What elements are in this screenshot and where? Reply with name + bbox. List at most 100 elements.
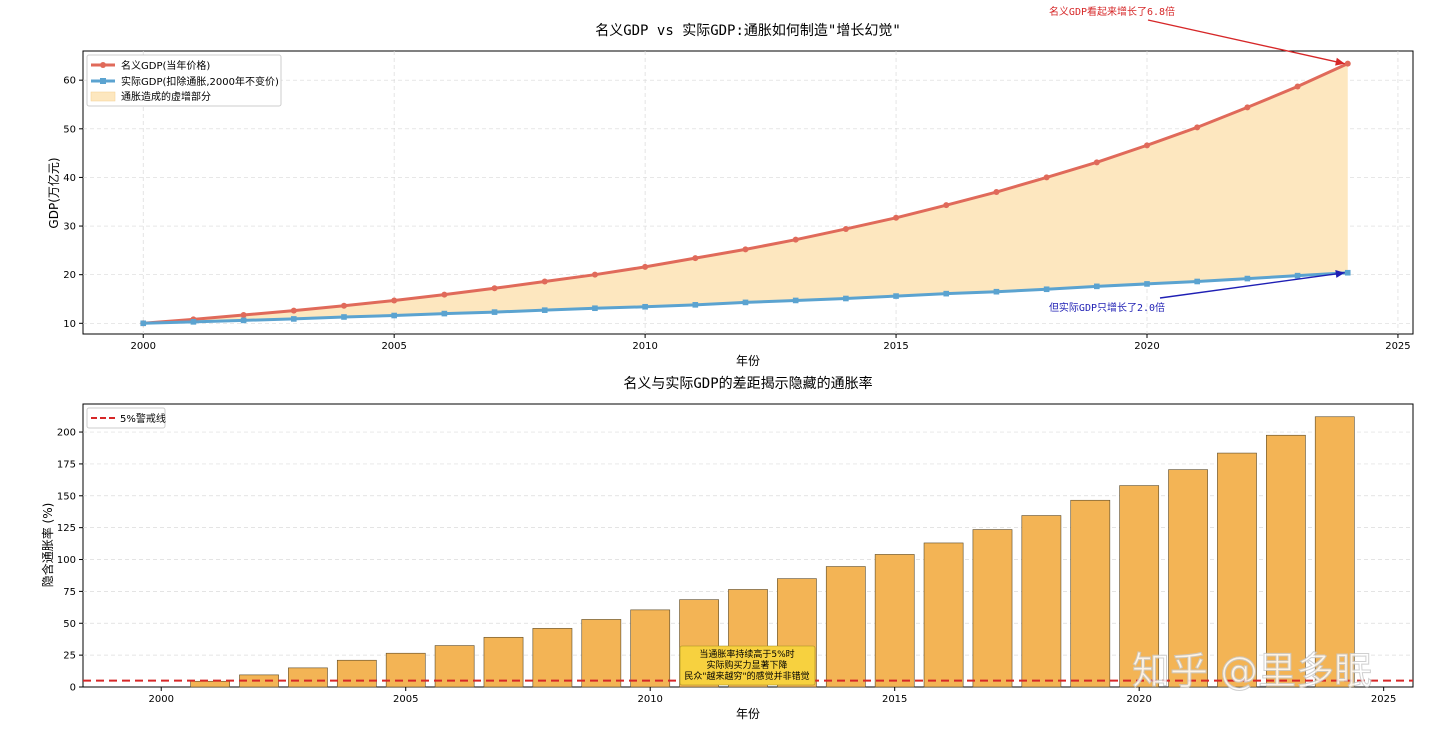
- nominal-gdp-point: [642, 263, 649, 270]
- real-gdp-point: [843, 295, 849, 302]
- nominal-gdp-point: [893, 214, 900, 221]
- nominal-gdp-point: [541, 278, 548, 285]
- x-tick-label: 2015: [883, 341, 908, 352]
- inflation-bar: [1266, 434, 1306, 688]
- real-gdp-point: [993, 288, 1000, 295]
- line-chart-series: [140, 60, 1351, 327]
- y-tick-label: 100: [57, 555, 76, 566]
- bar-chart-x-label: 年份: [736, 707, 760, 721]
- inflation-bar: [1168, 469, 1208, 688]
- inflation-bar: [1021, 515, 1062, 688]
- real-gdp-point: [290, 316, 297, 322]
- real-gdp-point: [1194, 278, 1200, 285]
- nominal-gdp-point: [742, 246, 749, 253]
- legend-box: [86, 407, 166, 429]
- real-gdp-point: [240, 317, 247, 324]
- bar-chart-y-label: 隐含通胀率 (%): [40, 503, 55, 588]
- inflation-note: 当通胀率持续高于5%时 实际购买力显著下降 民众"越来越穷"的感觉并非错觉: [679, 645, 816, 686]
- legend-warning-label: 5%警戒线: [120, 412, 166, 425]
- nominal-gdp-point: [1344, 60, 1351, 67]
- y-tick-label: 10: [63, 319, 76, 330]
- real-gdp-point: [491, 309, 498, 315]
- y-tick-label: 125: [57, 523, 76, 534]
- nominal-gdp-point: [491, 285, 498, 292]
- x-tick-label: 2015: [882, 694, 907, 705]
- real-gdp-point: [893, 293, 899, 299]
- x-tick-label: 2000: [149, 694, 174, 705]
- inflation-bar: [288, 667, 328, 688]
- annotation-nominal-arrow: [1147, 19, 1345, 65]
- real-gdp-point: [140, 320, 147, 327]
- legend-real-label: 实际GDP(扣除通胀,2000年不变价): [121, 75, 279, 88]
- real-gdp-point: [1344, 269, 1351, 276]
- real-gdp-point: [441, 310, 448, 317]
- legend-nominal-label: 名义GDP(当年价格): [121, 59, 210, 72]
- real-gdp-point: [1294, 272, 1301, 279]
- annotation-nominal: 名义GDP看起来增长了6.8倍: [1049, 5, 1175, 18]
- real-gdp-point: [792, 297, 799, 304]
- x-tick-label: 2020: [1134, 341, 1159, 352]
- nominal-gdp-point: [591, 271, 598, 278]
- nominal-gdp-point: [1093, 159, 1100, 166]
- nominal-gdp-point: [1244, 104, 1251, 111]
- nominal-gdp-point: [1194, 124, 1201, 131]
- real-gdp-point: [742, 299, 749, 306]
- line-chart-x-ticks: 2000 2005 2010 2015 2020 2025: [130, 334, 1411, 352]
- y-tick-label: 0: [70, 683, 76, 694]
- inflation-bar: [336, 659, 377, 688]
- annotation-nominal-arrowhead: [1335, 57, 1345, 66]
- y-tick-label: 40: [63, 173, 76, 184]
- real-gdp-point: [190, 319, 197, 325]
- nominal-gdp-point: [391, 297, 398, 304]
- inflation-bar: [385, 652, 426, 688]
- inflation-bar: [532, 628, 573, 688]
- note-box: [679, 645, 816, 686]
- inflation-bar: [1119, 485, 1160, 688]
- real-gdp-point: [541, 307, 548, 313]
- inflation-bar: [1217, 452, 1257, 688]
- annotation-real-arrowhead: [1335, 269, 1345, 278]
- inflation-bar: [1314, 416, 1355, 688]
- nominal-gdp-point: [340, 302, 347, 309]
- y-tick-label: 50: [63, 124, 76, 135]
- real-gdp-point: [1244, 275, 1251, 282]
- real-gdp-point: [1094, 283, 1100, 290]
- bar-chart-y-ticks: 0 25 50 75 100 125 150 175 200: [57, 428, 83, 694]
- nominal-gdp-point: [240, 312, 247, 319]
- nominal-gdp-point: [692, 255, 699, 262]
- line-chart-legend: 名义GDP(当年价格) 实际GDP(扣除通胀,2000年不变价) 通胀造成的虚增…: [86, 54, 282, 107]
- x-tick-label: 2000: [130, 341, 155, 352]
- nominal-gdp-point: [792, 236, 799, 243]
- y-tick-label: 25: [63, 651, 76, 662]
- y-tick-label: 50: [63, 619, 76, 630]
- nominal-gdp-point: [1294, 83, 1301, 90]
- y-tick-label: 60: [63, 76, 76, 87]
- line-chart-y-label: GDP(万亿元): [46, 157, 61, 228]
- annotation-real-arrow: [1159, 272, 1345, 299]
- bar-chart-x-ticks: 2000 2005 2010 2015 2020 2025: [149, 687, 1396, 705]
- inflation-bar: [630, 609, 671, 688]
- bar-chart-legend: 5%警戒线: [86, 407, 166, 429]
- y-tick-label: 150: [57, 491, 76, 502]
- nominal-gdp-point: [441, 291, 448, 298]
- real-gdp-point: [592, 305, 598, 312]
- nominal-gdp-point: [290, 307, 297, 314]
- x-tick-label: 2005: [393, 694, 418, 705]
- inflation-bar: [825, 566, 866, 688]
- legend-nominal-marker: [100, 62, 106, 68]
- bar-chart-bars: [190, 416, 1355, 688]
- note-line-3: 民众"越来越穷"的感觉并非错觉: [684, 670, 809, 682]
- annotation-real: 但实际GDP只增长了2.0倍: [1049, 301, 1165, 314]
- y-tick-label: 20: [63, 270, 76, 281]
- bar-chart: 名义与实际GDP的差距揭示隐藏的通胀率 2000 2005 2010 2015 2020…: [40, 375, 1414, 721]
- bar-chart-title: 名义与实际GDP的差距揭示隐藏的通胀率: [623, 375, 872, 392]
- inflation-bar: [972, 529, 1013, 688]
- real-gdp-point: [692, 302, 699, 308]
- line-chart-x-label: 年份: [736, 354, 760, 368]
- line-chart: 名义GDP vs 实际GDP:通胀如何制造"增长幻觉" 2000 2005 2010…: [46, 5, 1414, 368]
- watermark: 知乎 @里多眠: [1132, 649, 1372, 693]
- legend-fill-label: 通胀造成的虚增部分: [121, 90, 211, 103]
- x-tick-label: 2005: [381, 341, 406, 352]
- inflation-bar: [190, 680, 230, 688]
